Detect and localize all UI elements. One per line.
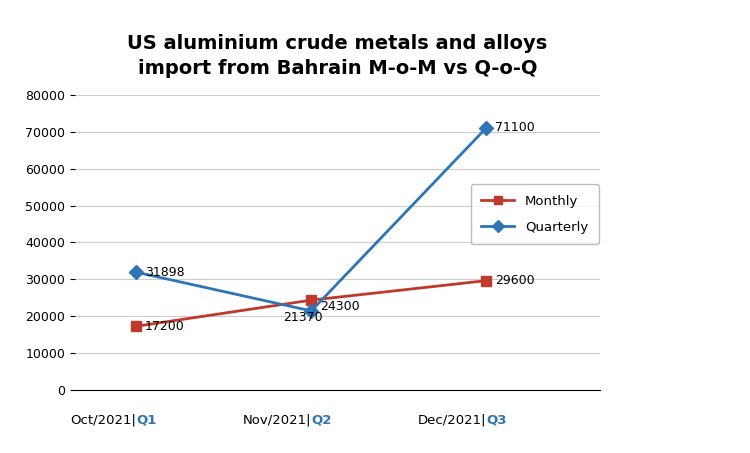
- Legend: Monthly, Quarterly: Monthly, Quarterly: [471, 184, 598, 245]
- Text: 24300: 24300: [320, 300, 360, 313]
- Text: Nov/2021|: Nov/2021|: [243, 413, 311, 426]
- Text: Q2: Q2: [311, 413, 332, 426]
- Text: 31898: 31898: [145, 265, 184, 279]
- Text: Dec/2021|: Dec/2021|: [418, 413, 486, 426]
- Title: US aluminium crude metals and alloys
import from Bahrain M-o-M vs Q-o-Q: US aluminium crude metals and alloys imp…: [128, 34, 548, 78]
- Text: 17200: 17200: [145, 320, 184, 333]
- Text: Oct/2021|: Oct/2021|: [70, 413, 136, 426]
- Text: Q3: Q3: [486, 413, 507, 426]
- Text: 29600: 29600: [495, 274, 535, 287]
- Text: Q1: Q1: [136, 413, 157, 426]
- Text: 21370: 21370: [283, 311, 322, 324]
- Text: 71100: 71100: [495, 121, 535, 135]
